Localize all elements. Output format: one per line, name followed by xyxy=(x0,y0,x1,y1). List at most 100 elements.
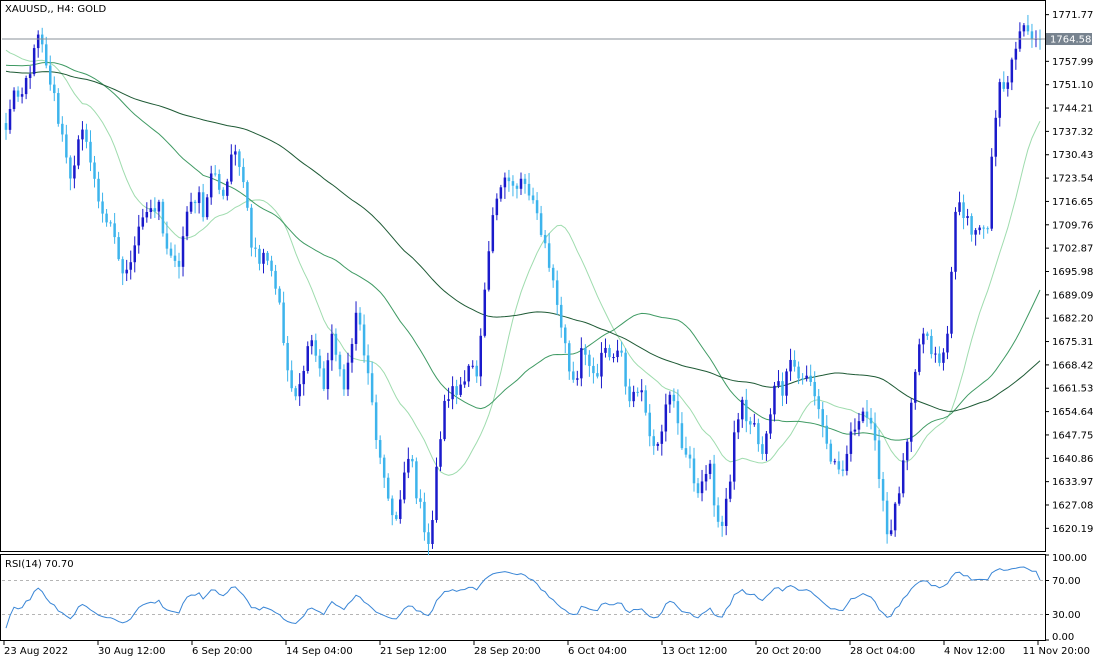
candle xyxy=(905,438,909,471)
time-tick: 20 Oct 20:00 xyxy=(755,641,821,657)
candle xyxy=(555,270,559,316)
candle xyxy=(950,266,953,339)
candle xyxy=(889,519,893,537)
candle xyxy=(608,344,611,361)
candle xyxy=(403,461,406,504)
svg-text:1771.77: 1771.77 xyxy=(1052,10,1093,21)
ma-slow-line xyxy=(5,70,1041,412)
candle xyxy=(189,192,193,214)
candle xyxy=(664,393,668,442)
candle xyxy=(366,344,370,385)
candle xyxy=(535,192,539,220)
candle xyxy=(620,341,623,357)
price-tick: 1730.43 xyxy=(1045,150,1093,161)
candle xyxy=(217,169,221,195)
candle xyxy=(61,116,64,142)
candle xyxy=(648,404,651,447)
candle xyxy=(451,376,454,410)
time-tick: 23 Aug 2022 xyxy=(3,641,68,657)
candle xyxy=(737,412,740,440)
candle xyxy=(24,75,28,100)
candle xyxy=(374,394,378,449)
candle xyxy=(720,515,724,537)
candle xyxy=(769,408,772,439)
candle xyxy=(849,422,853,462)
candle xyxy=(636,387,639,397)
ma-mid-line xyxy=(5,61,1041,441)
candle xyxy=(547,232,551,272)
candle xyxy=(861,407,865,424)
price-tick: 1716.65 xyxy=(1045,197,1093,208)
candle xyxy=(1022,23,1026,37)
candle xyxy=(954,207,957,280)
candle xyxy=(378,435,382,465)
candle xyxy=(519,172,523,195)
candle xyxy=(926,331,929,340)
candle xyxy=(885,492,889,544)
candle xyxy=(1026,14,1030,35)
candle xyxy=(463,370,466,388)
candle xyxy=(157,199,161,221)
candle xyxy=(491,207,495,254)
svg-text:1751.10: 1751.10 xyxy=(1052,80,1093,91)
price-tick: 1737.32 xyxy=(1045,127,1093,138)
candle xyxy=(745,388,748,433)
candle xyxy=(278,286,281,305)
candle xyxy=(994,110,997,167)
candle xyxy=(934,346,937,363)
candle xyxy=(423,492,426,541)
candle xyxy=(551,264,555,288)
candle xyxy=(616,339,619,363)
candle xyxy=(382,454,386,488)
candle xyxy=(1018,22,1022,52)
candle xyxy=(181,226,185,277)
candle xyxy=(455,379,458,405)
candle xyxy=(346,352,350,397)
candle xyxy=(89,130,92,172)
candle xyxy=(801,373,804,385)
price-tick: 1771.77 xyxy=(1045,10,1093,21)
candle xyxy=(716,497,720,528)
time-tick: 28 Oct 04:00 xyxy=(849,641,915,657)
svg-text:6 Oct 04:00: 6 Oct 04:00 xyxy=(568,646,627,657)
candle xyxy=(813,371,816,406)
candle xyxy=(250,204,253,257)
candle xyxy=(201,183,205,222)
price-tick: 1627.08 xyxy=(1045,500,1093,511)
candle xyxy=(708,459,712,480)
svg-text:100.00: 100.00 xyxy=(1052,553,1087,564)
candle xyxy=(604,338,607,358)
candle xyxy=(712,454,716,517)
candle xyxy=(612,353,615,363)
candle xyxy=(568,340,571,380)
candle xyxy=(962,194,965,230)
svg-text:1633.97: 1633.97 xyxy=(1052,477,1093,488)
price-tick: 1689.09 xyxy=(1045,290,1093,301)
svg-text:1764.58: 1764.58 xyxy=(1050,35,1091,46)
svg-text:1730.43: 1730.43 xyxy=(1052,150,1093,161)
svg-text:1695.98: 1695.98 xyxy=(1052,267,1093,278)
candle xyxy=(640,379,643,402)
candle xyxy=(242,158,245,188)
candle xyxy=(692,447,696,492)
candle xyxy=(282,291,285,346)
candle xyxy=(781,372,784,407)
time-tick: 13 Oct 12:00 xyxy=(661,641,727,657)
candle xyxy=(238,149,241,176)
candle xyxy=(676,389,680,435)
candle xyxy=(113,212,116,244)
candlesticks xyxy=(4,14,1042,556)
svg-text:1682.20: 1682.20 xyxy=(1052,314,1093,325)
price-tick: 1695.98 xyxy=(1045,267,1093,278)
candle xyxy=(97,171,100,209)
current-price-label: 1764.58 xyxy=(1046,33,1092,46)
candle xyxy=(918,338,921,376)
candle xyxy=(757,418,760,452)
candle xyxy=(487,241,491,292)
price-tick: 1751.10 xyxy=(1045,80,1093,91)
candle xyxy=(495,193,499,221)
candle xyxy=(628,378,631,408)
svg-text:1675.31: 1675.31 xyxy=(1052,337,1093,348)
candle xyxy=(910,398,913,453)
svg-text:1723.54: 1723.54 xyxy=(1052,174,1093,185)
